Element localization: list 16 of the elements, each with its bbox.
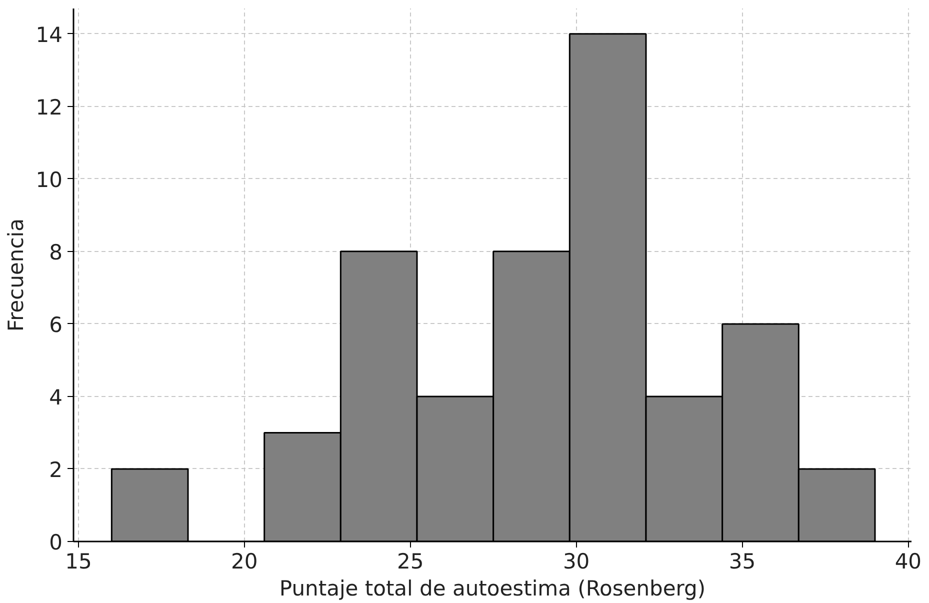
x-tick-label: 25 xyxy=(397,550,424,574)
x-axis-title: Puntaje total de autoestima (Rosenberg) xyxy=(279,576,706,600)
x-tick-label: 15 xyxy=(65,550,92,574)
y-tick-label: 8 xyxy=(49,240,63,264)
y-tick-label: 6 xyxy=(49,312,63,337)
y-tick-label: 2 xyxy=(49,458,63,482)
x-tick-label: 30 xyxy=(562,550,590,574)
y-tick-label: 10 xyxy=(36,168,63,192)
y-tick-label: 0 xyxy=(49,530,63,554)
x-tick-label: 40 xyxy=(894,550,922,574)
y-axis-title: Frecuencia xyxy=(4,218,28,332)
y-tick-label: 12 xyxy=(36,95,63,120)
y-tick-label: 4 xyxy=(49,385,63,410)
x-tick-label: 20 xyxy=(231,550,258,574)
x-tick-label: 35 xyxy=(728,550,756,574)
y-tick-label: 14 xyxy=(36,22,63,47)
